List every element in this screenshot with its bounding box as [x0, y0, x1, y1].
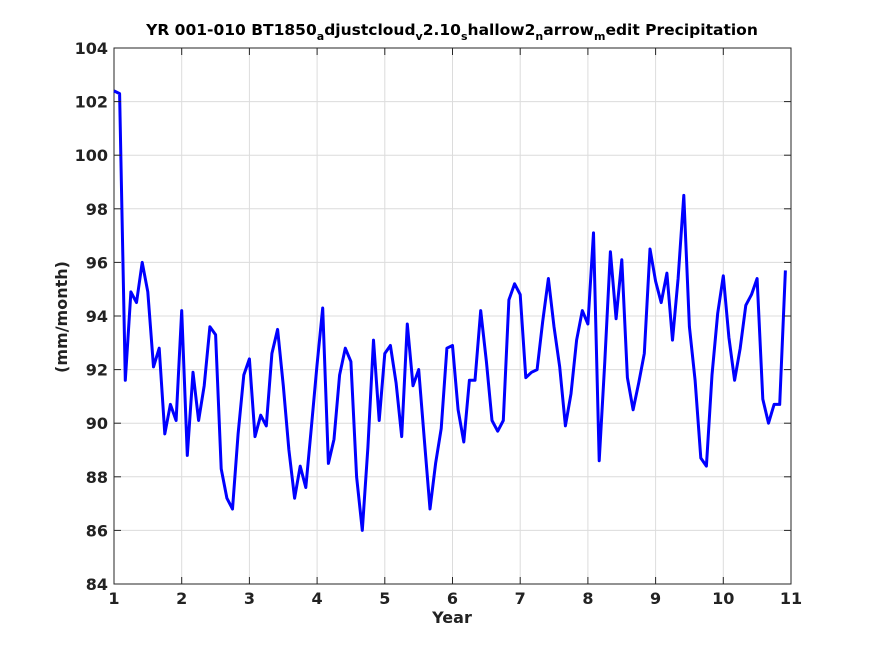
y-tick-label: 90	[86, 414, 108, 433]
x-tick-label: 3	[244, 589, 255, 608]
title-part: YR 001-010 BT1850	[145, 21, 317, 39]
x-tick-label: 1	[108, 589, 119, 608]
x-tick-label: 2	[176, 589, 187, 608]
y-tick-label: 104	[75, 39, 108, 58]
y-tick-label: 94	[86, 307, 108, 326]
chart-title: YR 001-010 BT1850adjustcloudv2.10shallow…	[145, 21, 758, 43]
y-tick-label: 100	[75, 146, 108, 165]
title-part: v	[416, 30, 424, 43]
title-part: m	[594, 30, 605, 43]
y-tick-label: 84	[86, 575, 108, 594]
x-tick-label: 11	[780, 589, 802, 608]
x-tick-label: 7	[515, 589, 526, 608]
title-part: edit Precipitation	[605, 21, 757, 39]
x-tick-label: 8	[582, 589, 593, 608]
title-part: s	[461, 30, 468, 43]
series-line	[113, 89, 787, 532]
title-part: djustcloud	[324, 21, 415, 39]
x-tick-label: 10	[712, 589, 734, 608]
series-layer	[113, 89, 787, 532]
title-part: n	[535, 30, 543, 43]
y-tick-label: 88	[86, 468, 108, 487]
y-tick-label: 98	[86, 200, 108, 219]
title-part: hallow2	[468, 21, 536, 39]
y-tick-label: 102	[75, 93, 108, 112]
x-tick-label: 6	[447, 589, 458, 608]
x-tick-label: 4	[312, 589, 323, 608]
x-tick-label: 5	[379, 589, 390, 608]
x-tick-label: 9	[650, 589, 661, 608]
y-tick-label: 96	[86, 253, 108, 272]
x-axis-label: Year	[431, 608, 472, 627]
title-part: arrow	[543, 21, 594, 39]
title-part: a	[317, 30, 324, 43]
y-tick-label: 86	[86, 521, 108, 540]
y-axis-label: (mm/month)	[52, 261, 71, 373]
y-tick-label: 92	[86, 361, 108, 380]
ticks: 1 2 3 4 5 6 7 8 9 10 11 84 86 88 90 92 94 96 98 100 102 104	[75, 39, 803, 608]
title-part: 2.10	[423, 21, 461, 39]
